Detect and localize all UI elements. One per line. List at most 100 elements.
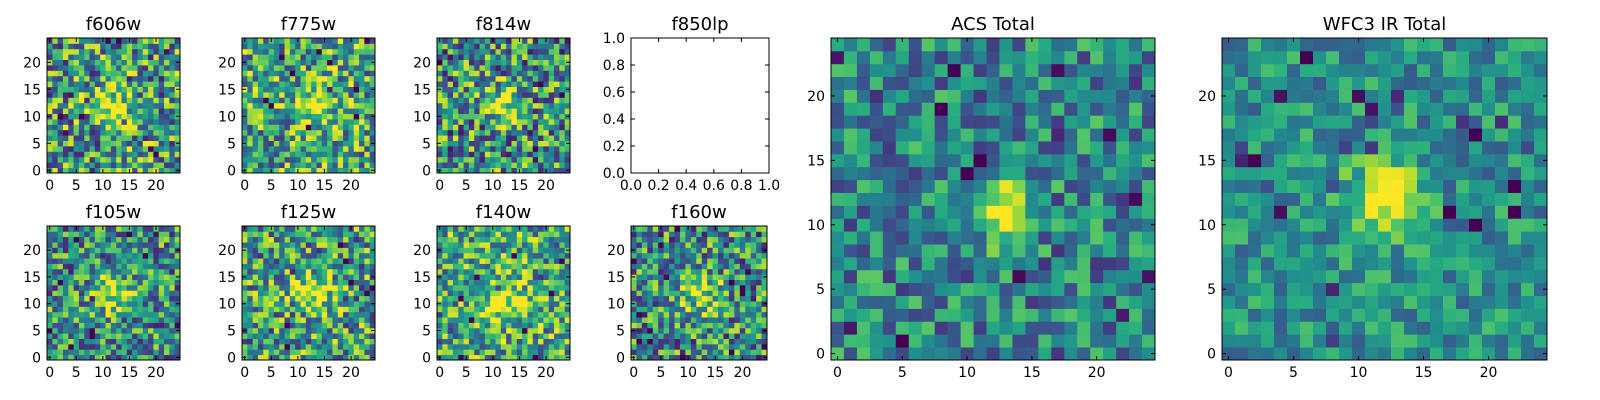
heatmap-cell [295,81,301,87]
heatmap-cell [1142,282,1156,296]
heatmap-cell [442,108,449,114]
heatmap-cell [94,108,101,114]
heatmap-cell [121,258,128,264]
heatmap-cell [174,65,181,71]
heatmap-cell [169,92,176,98]
heatmap-cell [353,236,360,243]
heatmap-cell [73,284,80,291]
heatmap-cell [452,102,459,109]
heatmap-cell [252,295,259,302]
heatmap-cell [921,231,936,245]
heatmap-cell [636,317,643,323]
heatmap-cell [300,263,307,270]
heatmap-cell [442,263,449,270]
heatmap-cell [137,236,144,243]
heatmap-cell [52,247,59,254]
heatmap-cell [522,167,528,174]
heatmap-cell [273,327,280,334]
heatmap-cell [479,135,486,141]
heatmap-cell [474,140,480,147]
heatmap-cell [174,322,181,329]
heatmap-cell [279,102,285,109]
heatmap-cell [289,317,296,323]
heatmap-cell [316,247,323,254]
heatmap-cell [47,252,53,259]
heatmap-cell [750,252,757,259]
heatmap-cell [484,81,491,87]
heatmap-cell [527,162,534,168]
heatmap-cell [105,301,112,307]
heatmap-cell [52,162,59,168]
heatmap-cell [257,140,264,147]
heatmap-cell [543,311,550,318]
heatmap-cell [100,97,106,104]
heatmap-cell [458,38,464,44]
heatmap-cell [532,311,539,318]
heatmap-cell [495,231,502,238]
heatmap-cell [756,306,762,313]
heatmap-cell [126,119,133,125]
heatmap-cell [142,59,149,66]
heatmap-cell [174,162,181,168]
heatmap-cell [68,258,74,264]
heatmap-cell [158,322,165,329]
heatmap-cell [843,192,858,206]
heatmap-cell [479,311,486,318]
heatmap-cell [148,70,154,77]
heatmap-cell [105,290,112,297]
heatmap-cell [116,327,122,334]
heatmap-cell [289,75,296,82]
heatmap-cell [305,162,312,168]
heatmap-cell [174,156,181,163]
heatmap-cell [295,231,301,238]
heatmap-cell [474,295,480,302]
heatmap-cell [463,156,470,163]
heatmap-cell [94,306,101,313]
heatmap-cell [257,317,264,323]
heatmap-cell [986,205,1000,219]
heatmap-cell [321,236,328,243]
heatmap-cell [142,311,149,318]
heatmap-cell [437,252,443,259]
heatmap-cell [468,48,475,55]
heatmap-cell [869,269,884,284]
heatmap-cell [73,290,80,297]
heatmap-cell [68,311,74,318]
heatmap-cell [57,81,64,87]
heatmap-cell [506,162,512,168]
heatmap-cell [364,268,371,275]
heatmap-cell [484,284,491,291]
heatmap-cell [559,92,566,98]
heatmap-cell [506,92,512,98]
heatmap-cell [636,338,643,345]
heatmap-cell [52,146,59,152]
heatmap-cell [468,75,475,82]
heatmap-cell [84,135,90,141]
heatmap-cell [468,38,475,44]
heatmap-cell [164,295,170,302]
heatmap-cell [121,129,128,136]
heatmap-cell [242,102,248,109]
heatmap-cell [316,279,323,286]
heatmap-cell [284,38,291,44]
heatmap-cell [62,59,69,66]
heatmap-cell [831,166,845,181]
heatmap-cell [532,119,539,125]
heatmap-cell [252,151,259,158]
heatmap-cell [484,231,491,238]
heatmap-cell [137,38,144,44]
heatmap-cell [52,97,59,104]
heatmap-cell [62,284,69,291]
heatmap-cell [153,258,160,264]
heatmap-cell [148,59,154,66]
heatmap-cell [490,263,496,270]
heatmap-cell [252,317,259,323]
heatmap-cell [295,92,301,98]
heatmap-cell [100,295,106,302]
heatmap-cell [348,338,355,345]
heatmap-cell [986,295,1000,309]
heatmap-cell [364,301,371,307]
heatmap-cell [707,279,713,286]
heatmap-cell [332,322,339,329]
heatmap-cell [332,92,339,98]
